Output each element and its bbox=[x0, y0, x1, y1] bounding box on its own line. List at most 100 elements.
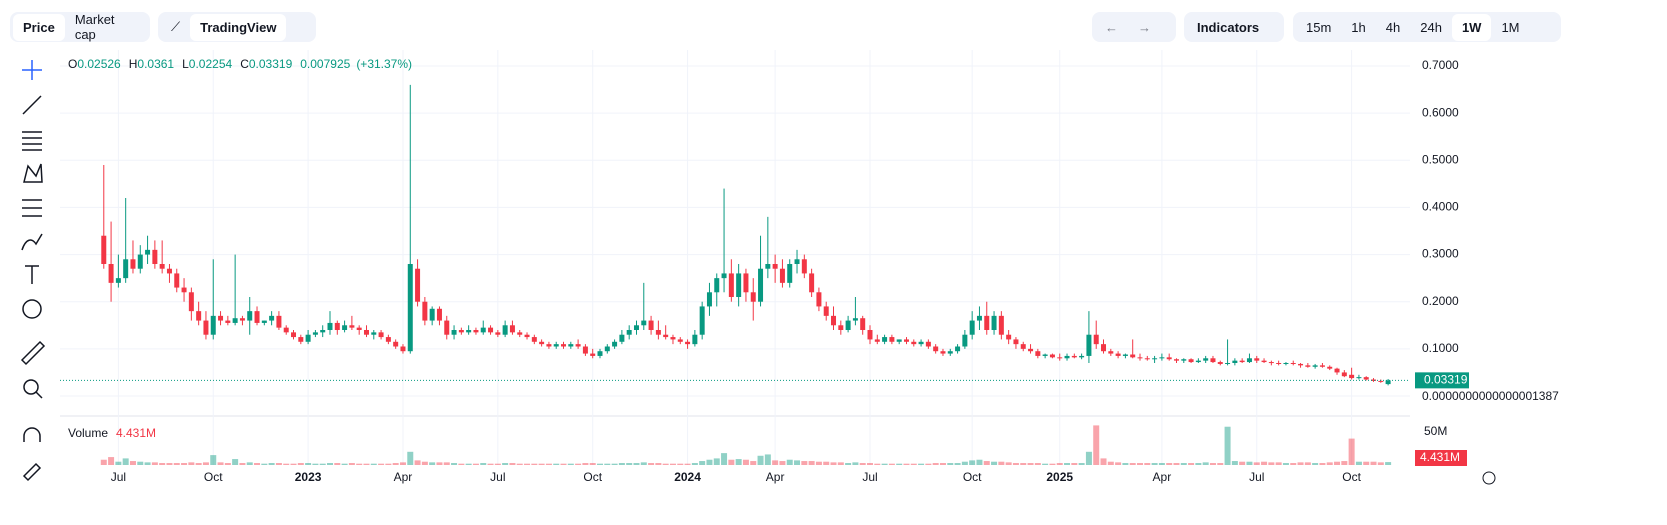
candle-body bbox=[1334, 368, 1340, 373]
candle-body bbox=[976, 315, 982, 321]
y-tick-label: 0.2000 bbox=[1422, 294, 1459, 308]
volume-bar bbox=[1115, 462, 1122, 465]
magnet-tool[interactable] bbox=[23, 427, 41, 442]
volume-bar bbox=[1078, 463, 1085, 465]
crosshair-tool[interactable] bbox=[22, 60, 42, 80]
candle-body bbox=[648, 320, 654, 330]
volume-bar bbox=[662, 463, 669, 465]
candle-body bbox=[254, 311, 260, 323]
candle-body bbox=[524, 334, 530, 338]
volume-bar bbox=[560, 463, 567, 465]
projection-tool[interactable] bbox=[22, 199, 42, 217]
indicators: Indicators bbox=[1184, 12, 1284, 42]
volume-bar bbox=[575, 463, 582, 465]
candle-body bbox=[1363, 377, 1369, 380]
volume-bar bbox=[677, 463, 684, 465]
candle-body bbox=[955, 346, 961, 352]
candle-body bbox=[1283, 363, 1289, 364]
style-switch: ⟋ TradingView bbox=[158, 12, 316, 42]
candle-body bbox=[1378, 380, 1384, 382]
volume-bar bbox=[604, 463, 611, 465]
candle-body bbox=[1122, 354, 1128, 356]
candle-body bbox=[714, 278, 720, 293]
style-button[interactable]: TradingView bbox=[190, 13, 287, 41]
candle-body bbox=[1064, 355, 1070, 359]
volume-bar bbox=[370, 463, 377, 465]
interval-button[interactable]: 24h bbox=[1420, 19, 1442, 35]
volume-bar bbox=[1224, 426, 1231, 465]
candle-body bbox=[947, 351, 953, 354]
volume-bar bbox=[823, 461, 830, 465]
interval-button[interactable]: 1M bbox=[1501, 19, 1520, 35]
volume-bar bbox=[246, 462, 253, 465]
candle-body bbox=[1035, 351, 1041, 356]
volume-bar bbox=[626, 463, 633, 465]
candle-body bbox=[998, 315, 1004, 335]
volume-bar bbox=[618, 463, 625, 465]
interval-button[interactable]: 1W bbox=[1451, 13, 1492, 41]
volume-bar bbox=[159, 463, 166, 465]
pattern-tool[interactable] bbox=[23, 163, 43, 183]
trend-line-tool[interactable] bbox=[22, 95, 42, 115]
candle-body bbox=[1013, 339, 1019, 345]
volume-bar bbox=[669, 463, 676, 465]
fib-tool[interactable] bbox=[22, 131, 42, 151]
interval-button[interactable]: 1h bbox=[1351, 19, 1366, 35]
candle-body bbox=[728, 273, 734, 297]
candle-body bbox=[706, 292, 712, 307]
candle-body bbox=[1079, 355, 1085, 358]
legend-value: 0.02526 bbox=[77, 57, 121, 71]
candle-body bbox=[239, 318, 245, 321]
volume-bar bbox=[954, 463, 961, 465]
interval-button[interactable]: 4h bbox=[1385, 19, 1401, 35]
volume-bar bbox=[728, 459, 735, 465]
volume-bar bbox=[1385, 462, 1392, 465]
candle-body bbox=[1144, 358, 1150, 360]
y-tick-label: 0.4000 bbox=[1422, 200, 1459, 214]
volume-bar bbox=[779, 461, 786, 465]
candle-body bbox=[137, 254, 143, 269]
candle-body bbox=[334, 322, 340, 330]
candle-body bbox=[1071, 355, 1077, 358]
volume-bar bbox=[327, 463, 333, 465]
nav-buttons: ← → bbox=[1092, 12, 1176, 42]
volume-bar bbox=[1093, 425, 1100, 465]
volume-bar bbox=[713, 458, 720, 465]
volume-bar bbox=[1239, 461, 1246, 465]
x-tick-label: Apr bbox=[394, 470, 413, 484]
interval-button[interactable]: 15m bbox=[1306, 19, 1332, 35]
volume-bar bbox=[830, 462, 837, 465]
mode-button[interactable]: Market cap bbox=[74, 12, 115, 42]
line-style-button[interactable]: ⟋ bbox=[171, 19, 181, 34]
volume-bar bbox=[1231, 461, 1238, 465]
volume-bar bbox=[611, 463, 618, 465]
candle-body bbox=[1385, 380, 1391, 385]
emoji-tool[interactable] bbox=[22, 299, 42, 319]
ruler-tool[interactable] bbox=[20, 340, 46, 366]
text-tool[interactable] bbox=[25, 265, 39, 284]
volume-bar bbox=[538, 463, 545, 465]
forward-button[interactable]: → bbox=[1138, 19, 1151, 35]
zoom-tool[interactable] bbox=[23, 379, 39, 395]
volume-bar bbox=[1261, 461, 1268, 465]
settings-icon[interactable] bbox=[1482, 471, 1496, 485]
volume-bar bbox=[480, 463, 487, 465]
candle-body bbox=[860, 318, 866, 330]
indicators-button[interactable]: Indicators bbox=[1197, 19, 1260, 35]
volume-bar bbox=[684, 463, 691, 465]
candle-body bbox=[1341, 372, 1347, 377]
brush-tool[interactable] bbox=[21, 233, 43, 251]
mode-button[interactable]: Price bbox=[13, 13, 65, 41]
drawing-tools bbox=[20, 60, 46, 482]
candle-body bbox=[896, 339, 902, 342]
volume-bar bbox=[1195, 463, 1202, 465]
back-button[interactable]: ← bbox=[1105, 19, 1118, 35]
volume-bar bbox=[137, 461, 144, 465]
volume-bar bbox=[1020, 463, 1027, 465]
eraser-tool[interactable] bbox=[22, 462, 42, 482]
volume-bar bbox=[261, 463, 268, 465]
candle-body bbox=[1305, 365, 1311, 367]
volume-bar bbox=[407, 451, 414, 465]
volume-bar bbox=[1355, 461, 1362, 465]
candle-body bbox=[670, 337, 676, 340]
